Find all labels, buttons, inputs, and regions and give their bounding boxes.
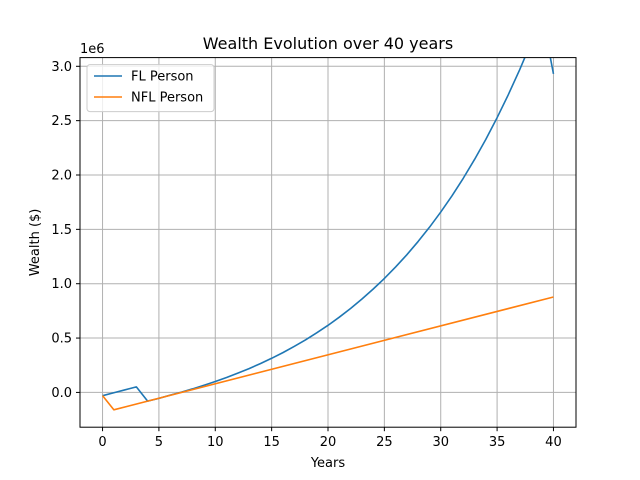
x-tick-label: 30 (432, 435, 449, 450)
y-axis-label: Wealth ($) (28, 209, 43, 277)
y-tick-label: 0.0 (51, 386, 72, 401)
x-axis: 0 5 10 15 20 25 30 35 40 (98, 427, 562, 450)
x-tick-label: 15 (263, 435, 280, 450)
x-axis-label: Years (310, 456, 346, 471)
series-line-nfl-person (101, 296, 554, 411)
x-tick-label: 0 (98, 435, 106, 450)
y-tick-label: 1.0 (51, 277, 72, 292)
y-tick-label: 3.0 (51, 60, 72, 75)
x-tick-label: 35 (489, 435, 506, 450)
legend-label-nfl-person: NFL Person (131, 91, 203, 106)
y-tick-label: 2.5 (51, 114, 72, 129)
y-tick-label: 2.0 (51, 169, 72, 184)
y-axis: 0.0 0.5 1.0 1.5 2.0 2.5 3.0 (51, 60, 80, 401)
y-offset-label: 1e6 (80, 42, 105, 57)
x-tick-label: 10 (207, 435, 224, 450)
series-group (101, 57, 555, 411)
x-tick-label: 40 (545, 435, 562, 450)
legend-label-fl-person: FL Person (131, 70, 194, 85)
x-tick-label: 25 (376, 435, 393, 450)
y-tick-label: 1.5 (51, 223, 72, 238)
x-tick-label: 5 (155, 435, 163, 450)
chart-title: Wealth Evolution over 40 years (203, 34, 453, 53)
y-tick-label: 0.5 (51, 332, 72, 347)
legend: FL Person NFL Person (86, 64, 215, 113)
x-tick-label: 20 (320, 435, 337, 450)
